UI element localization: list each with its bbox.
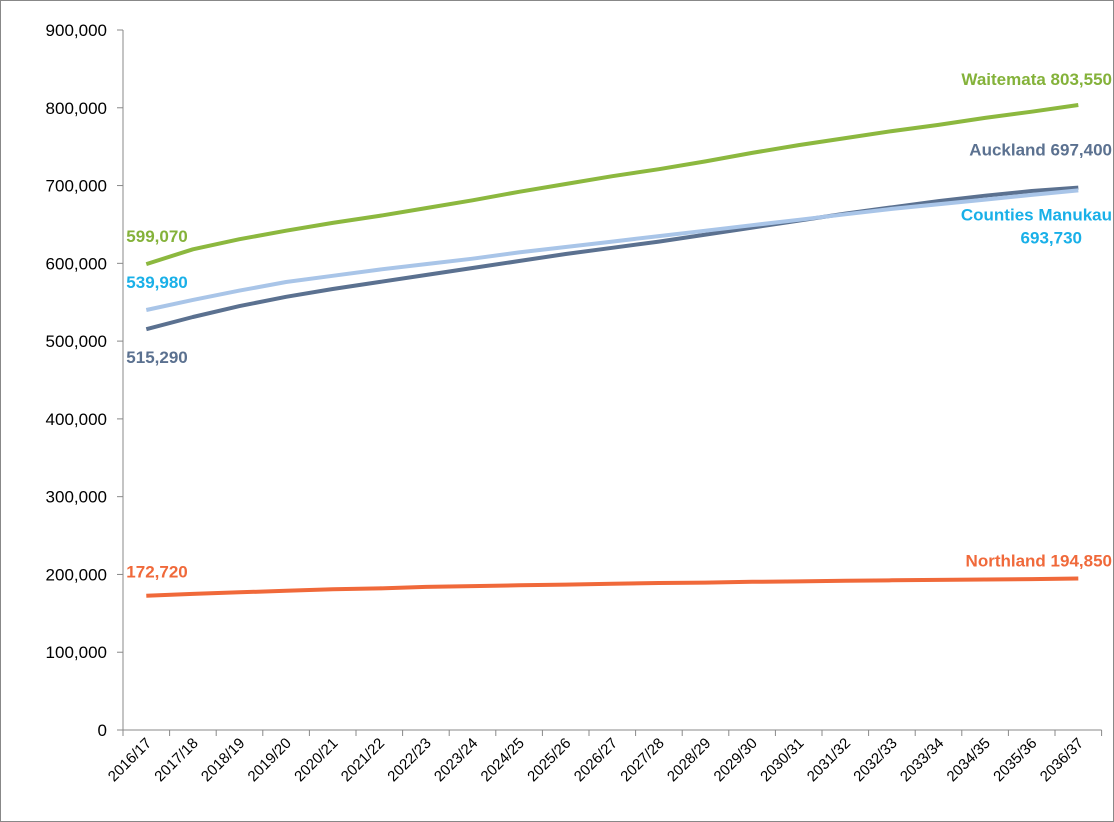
y-tick-label: 600,000 [46,254,107,273]
series-line [145,103,1079,267]
data-label: 515,290 [126,348,187,367]
series-line [146,576,1079,598]
data-label: Auckland 697,400 [969,141,1112,160]
data-label-line: 693,730 [1021,228,1082,247]
data-label: Northland 194,850 [966,551,1112,570]
data-label-line: Counties Manukau [961,205,1112,224]
series-line [145,188,1079,312]
y-tick-label: 400,000 [46,410,107,429]
y-tick-label: 800,000 [46,99,107,118]
y-tick-label: 500,000 [46,332,107,351]
y-tick-label: 100,000 [46,643,107,662]
data-label: Waitemata 803,550 [961,70,1112,89]
data-label: Counties Manukau 693,730 [961,205,1112,247]
y-tick-label: 700,000 [46,177,107,196]
y-tick-label: 200,000 [46,565,107,584]
y-tick-label: 900,000 [46,21,107,40]
data-label: 172,720 [126,563,187,582]
y-tick-label: 300,000 [46,488,107,507]
data-label: 539,980 [126,273,187,292]
data-label: 599,070 [126,227,187,246]
series-line [145,185,1079,332]
y-tick-label: 0 [98,721,107,740]
